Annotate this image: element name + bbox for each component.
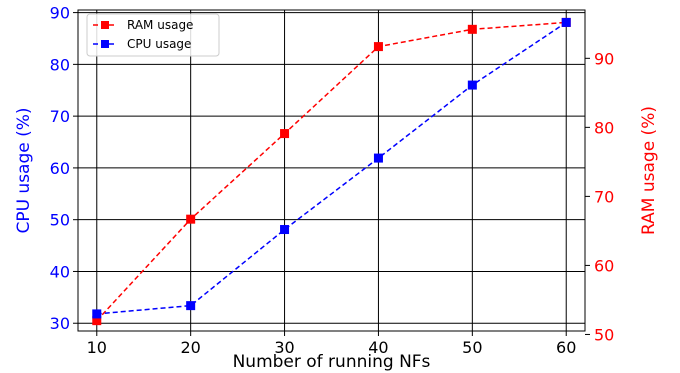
- y2-tick-label: 50: [594, 325, 614, 344]
- cpu-data-point: [467, 80, 477, 90]
- y2-tick-label: 80: [594, 118, 614, 137]
- x-tick-label: 30: [274, 338, 294, 357]
- ram-data-point: [373, 42, 383, 52]
- ram-data-point: [186, 214, 196, 224]
- y2-tick-label: 70: [594, 187, 614, 206]
- y-tick-label: 70: [50, 107, 70, 126]
- x-tick-label: 40: [368, 338, 388, 357]
- y-tick-label: 60: [50, 159, 70, 178]
- y2-tick-label: 60: [594, 256, 614, 275]
- cpu-series-line: [96, 21, 567, 315]
- y-tick-label: 90: [50, 4, 70, 23]
- legend-cpu-marker: [101, 40, 109, 48]
- cpu-data-point: [561, 17, 571, 27]
- legend-ram-marker: [101, 21, 109, 29]
- ram-data-point: [280, 129, 290, 139]
- y-tick-label: 50: [50, 211, 70, 230]
- x-tick-label: 60: [556, 338, 576, 357]
- y2-tick-label: 90: [594, 49, 614, 68]
- plot-frame: [77, 9, 586, 332]
- legend-cpu-label: CPU usage: [127, 37, 191, 51]
- y2-axis-title: RAM usage (%): [639, 106, 659, 235]
- ram-data-point: [92, 316, 102, 326]
- series-layer: [92, 17, 571, 326]
- legend-ram-label: RAM usage: [127, 18, 193, 32]
- axes-layer: 10 20 30 40 50 60 30 40 50 60 70 80 90 50 60 70 80 90: [50, 4, 615, 357]
- x-tick-label: 20: [180, 338, 200, 357]
- cpu-data-point: [280, 225, 290, 235]
- x-axis-title: Number of running NFs: [233, 352, 431, 372]
- legend: RAM usage CPU usage: [86, 13, 220, 57]
- y-tick-label: 40: [50, 262, 70, 281]
- ram-data-point: [467, 24, 477, 34]
- y-tick-label: 80: [50, 55, 70, 74]
- grid: [78, 10, 585, 331]
- ram-series-line: [96, 21, 567, 322]
- cpu-data-point: [92, 309, 102, 319]
- cpu-data-point: [373, 153, 383, 163]
- y-axis-title: CPU usage (%): [14, 107, 34, 233]
- legend-box: [86, 13, 220, 57]
- x-tick-label: 50: [462, 338, 482, 357]
- y-tick-label: 30: [50, 314, 70, 333]
- x-tick-label: 10: [87, 338, 107, 357]
- cpu-data-point: [186, 301, 196, 311]
